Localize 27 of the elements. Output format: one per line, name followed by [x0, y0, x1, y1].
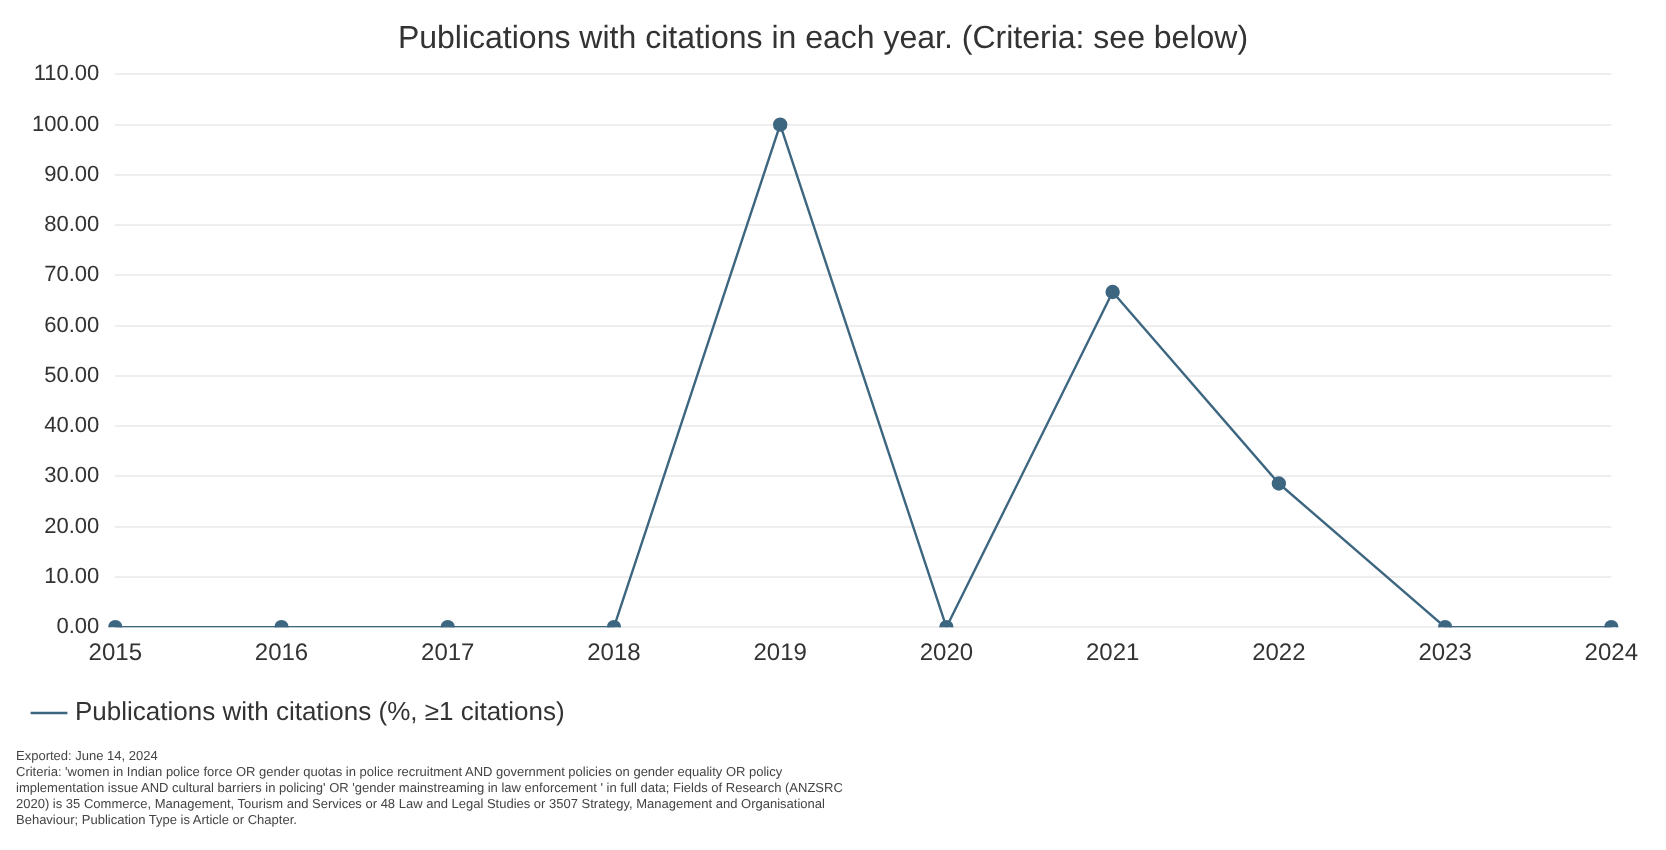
- point: [1105, 284, 1120, 300]
- y-tick-label: 10.00: [44, 565, 100, 590]
- y-tick-label: 110.00: [33, 62, 100, 87]
- y-tick-label: 80.00: [44, 213, 100, 238]
- x-tick-label: 2015: [88, 638, 143, 667]
- x-tick-label: 2021: [1085, 638, 1140, 667]
- y-tick-label: 70.00: [44, 263, 100, 288]
- legend-label: Publications with citations (%, ≥1 citations): [75, 696, 565, 727]
- y-tick-label: 90.00: [44, 162, 100, 187]
- y-tick-label: 0.00: [56, 615, 100, 640]
- x-tick-label: 2016: [254, 638, 309, 667]
- point: [772, 117, 788, 132]
- point: [1271, 476, 1287, 491]
- x-tick-label: 2018: [587, 638, 642, 667]
- y-tick-label: 20.00: [44, 514, 100, 539]
- x-tick-label: 2020: [919, 638, 974, 667]
- x-tick-label: 2024: [1584, 638, 1639, 667]
- x-tick-label: 2023: [1418, 638, 1473, 667]
- y-tick-label: 40.00: [44, 414, 100, 439]
- chart-title: Publications with citations in each year. (Criteria: see below): [397, 22, 1249, 57]
- x-tick-label: 2022: [1252, 638, 1307, 667]
- y-tick-label: 100.00: [31, 112, 100, 137]
- y-tick-label: 60.00: [44, 313, 100, 338]
- x-tick-label: 2019: [753, 638, 808, 667]
- y-tick-label: 30.00: [44, 464, 100, 489]
- x-tick-label: 2017: [421, 638, 476, 667]
- y-tick-label: 50.00: [44, 363, 100, 388]
